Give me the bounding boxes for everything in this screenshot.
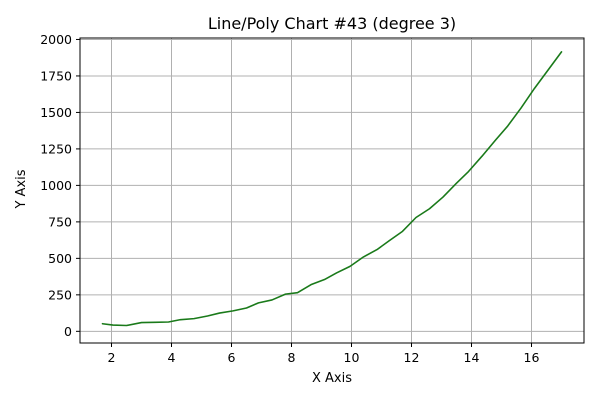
y-axis-ticks: 0 250 500 750 1000 1250 1500 1750 2000 [40, 32, 80, 339]
chart-title: Line/Poly Chart #43 (degree 3) [208, 14, 456, 33]
y-tick-label: 250 [48, 287, 72, 302]
grid-lines [80, 38, 584, 343]
x-tick-label: 10 [344, 350, 360, 365]
x-tick-label: 14 [464, 350, 480, 365]
series-line-0 [101, 51, 563, 327]
x-axis-ticks: 2 4 6 8 10 12 14 16 [108, 343, 540, 365]
y-tick-label: 1500 [40, 105, 72, 120]
series-layer [101, 51, 563, 327]
y-tick-label: 1750 [40, 68, 72, 83]
plot-frame [79, 37, 585, 344]
x-tick-label: 12 [404, 350, 420, 365]
y-tick-label: 500 [48, 251, 72, 266]
y-tick-label: 1000 [40, 178, 72, 193]
x-tick-label: 4 [168, 350, 176, 365]
y-axis-label: Y Axis [14, 169, 29, 209]
x-axis-label: X Axis [312, 371, 352, 386]
x-tick-label: 16 [524, 350, 540, 365]
y-tick-label: 750 [48, 214, 72, 229]
y-tick-label: 1250 [40, 141, 72, 156]
x-tick-label: 2 [108, 350, 116, 365]
y-tick-label: 0 [64, 324, 72, 339]
x-tick-label: 6 [228, 350, 236, 365]
x-tick-label: 8 [288, 350, 296, 365]
y-tick-label: 2000 [40, 32, 72, 47]
